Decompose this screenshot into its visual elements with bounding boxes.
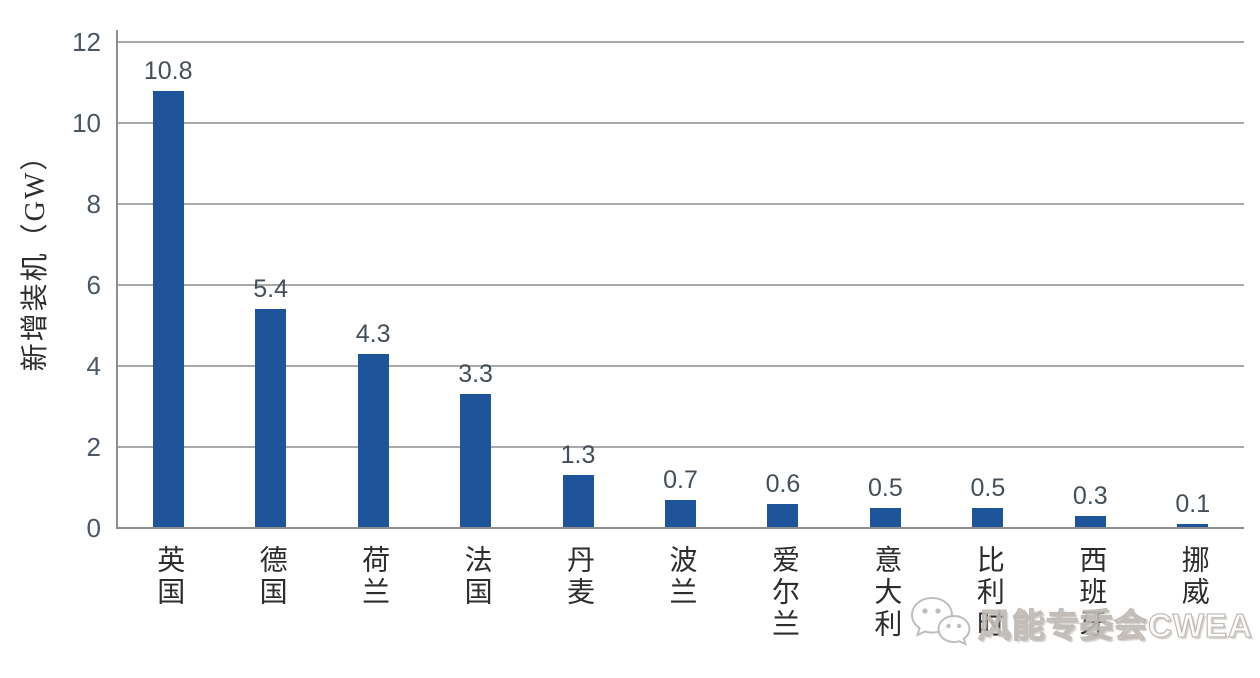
y-tick-label: 10	[72, 108, 101, 138]
category-label: 意大利	[870, 545, 902, 641]
gridline	[117, 41, 1244, 43]
y-tick-label: 12	[72, 27, 101, 57]
gridline	[117, 284, 1244, 286]
category-label: 英国	[153, 545, 185, 609]
bar	[665, 500, 696, 528]
gridline	[117, 122, 1244, 124]
bar	[255, 309, 287, 528]
bar	[562, 475, 594, 528]
y-tick-label: 2	[86, 432, 101, 462]
gridline	[117, 365, 1244, 367]
category-label: 西班牙	[1075, 545, 1107, 641]
category-label: 法国	[460, 545, 492, 609]
bar-value-label: 0.5	[970, 474, 1006, 502]
category-label: 丹麦	[563, 545, 595, 609]
category-label: 比利时	[972, 545, 1004, 641]
y-axis-line	[116, 30, 118, 529]
bar-value-label: 0.7	[663, 466, 698, 494]
category-label: 挪威	[1177, 545, 1209, 609]
bar	[357, 354, 389, 528]
y-tick-label: 4	[86, 351, 101, 381]
bar-value-label: 10.8	[143, 57, 193, 85]
watermark-text: 风能专委会CWEA	[977, 606, 1253, 644]
x-axis-line	[116, 527, 1244, 529]
gridline	[117, 446, 1244, 448]
bar	[1074, 516, 1106, 528]
bar-value-label: 0.1	[1175, 490, 1211, 518]
bar	[1177, 524, 1209, 528]
bar-value-label: 4.3	[355, 320, 391, 348]
bar	[460, 394, 492, 528]
bar-value-label: 0.6	[765, 470, 801, 498]
bar	[869, 508, 901, 528]
bar-value-label: 0.3	[1072, 482, 1108, 510]
y-tick-label: 0	[86, 513, 101, 543]
y-tick-label: 6	[86, 270, 101, 300]
bar	[152, 91, 184, 528]
bar-value-label: 5.4	[253, 275, 289, 303]
category-label: 德国	[255, 545, 287, 609]
bar	[767, 504, 799, 528]
bar-value-label: 3.3	[458, 360, 493, 388]
wechat-icon	[910, 596, 971, 646]
category-label: 爱尔兰	[767, 545, 799, 641]
category-label: 波兰	[665, 545, 697, 609]
bar	[972, 508, 1004, 528]
bar-value-label: 0.5	[868, 474, 903, 502]
watermark: 风能专委会CWEA	[908, 594, 1253, 652]
gridline	[117, 203, 1244, 205]
bar-value-label: 1.3	[560, 441, 596, 469]
y-tick-label: 8	[86, 189, 101, 219]
category-label: 荷兰	[358, 545, 390, 609]
